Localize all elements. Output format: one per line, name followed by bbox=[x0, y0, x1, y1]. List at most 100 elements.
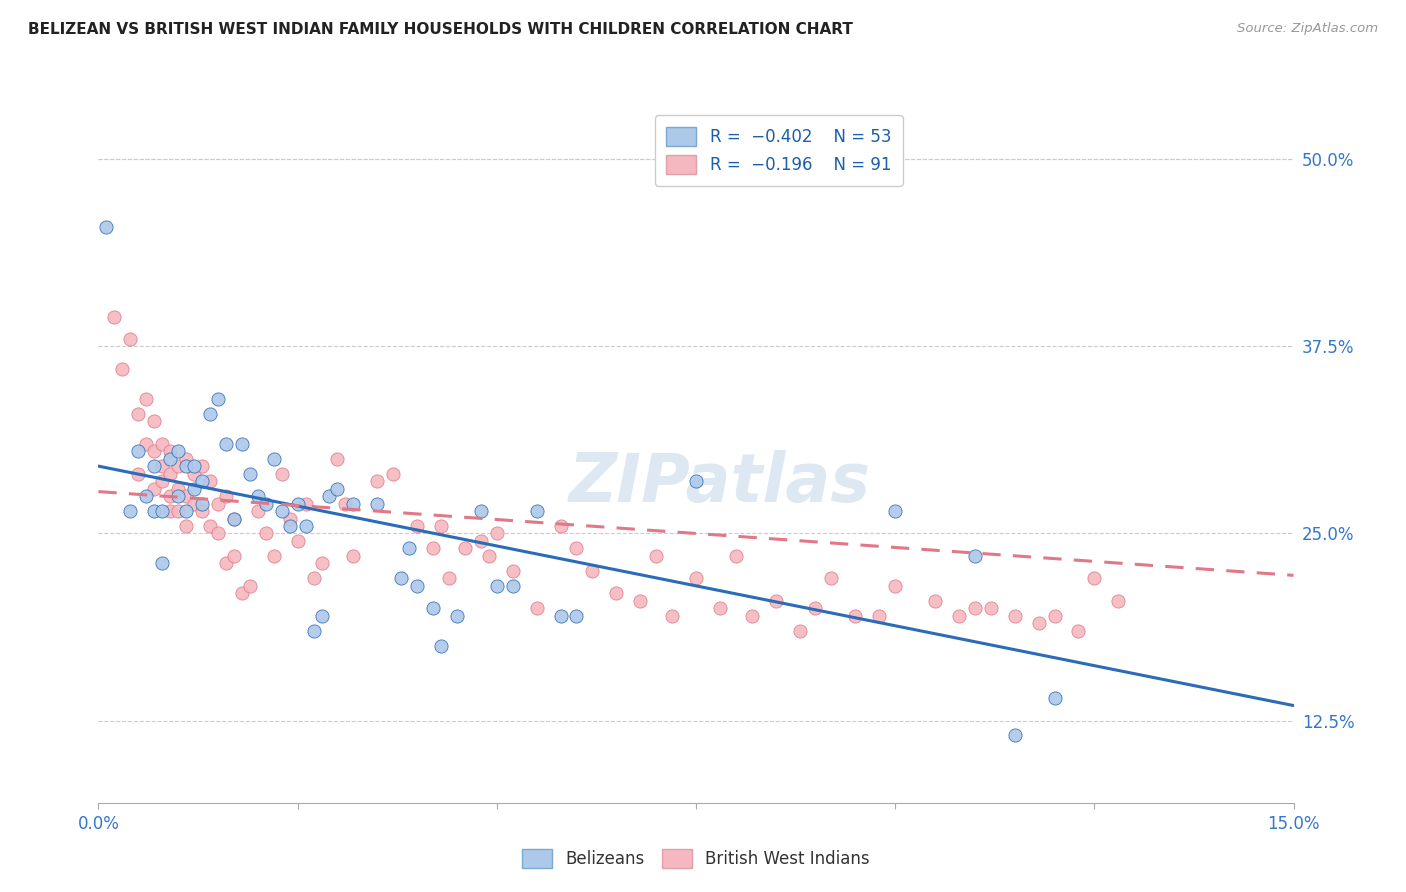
Point bbox=[318, 489, 340, 503]
Point bbox=[470, 533, 492, 548]
Point bbox=[685, 474, 707, 488]
Point bbox=[191, 474, 214, 488]
Point bbox=[167, 489, 190, 503]
Point bbox=[430, 519, 453, 533]
Point bbox=[485, 526, 508, 541]
Point bbox=[150, 557, 173, 571]
Point bbox=[159, 451, 181, 466]
Point bbox=[127, 467, 149, 481]
Point bbox=[884, 579, 907, 593]
Point bbox=[884, 504, 907, 518]
Point bbox=[437, 571, 460, 585]
Point bbox=[239, 467, 262, 481]
Point bbox=[628, 594, 651, 608]
Point bbox=[605, 586, 627, 600]
Point bbox=[174, 489, 197, 503]
Point bbox=[446, 608, 468, 623]
Point bbox=[963, 601, 986, 615]
Point bbox=[159, 504, 181, 518]
Point bbox=[207, 497, 229, 511]
Point bbox=[1043, 608, 1066, 623]
Point bbox=[406, 579, 429, 593]
Point bbox=[963, 549, 986, 563]
Point bbox=[183, 459, 205, 474]
Point bbox=[183, 482, 205, 496]
Point bbox=[342, 549, 364, 563]
Point bbox=[120, 504, 142, 518]
Point bbox=[430, 639, 453, 653]
Point bbox=[191, 459, 214, 474]
Point bbox=[661, 608, 683, 623]
Point bbox=[868, 608, 890, 623]
Point bbox=[1107, 594, 1129, 608]
Point bbox=[311, 557, 333, 571]
Point bbox=[127, 407, 149, 421]
Point bbox=[191, 504, 214, 518]
Point bbox=[239, 579, 262, 593]
Text: ZIPatlas: ZIPatlas bbox=[569, 450, 870, 516]
Point bbox=[709, 601, 731, 615]
Point bbox=[278, 519, 301, 533]
Point bbox=[159, 444, 181, 458]
Point bbox=[215, 489, 238, 503]
Point bbox=[980, 601, 1002, 615]
Point bbox=[366, 474, 388, 488]
Point bbox=[502, 564, 524, 578]
Point bbox=[820, 571, 842, 585]
Point bbox=[502, 579, 524, 593]
Point bbox=[924, 594, 946, 608]
Point bbox=[198, 407, 221, 421]
Point bbox=[478, 549, 501, 563]
Point bbox=[470, 504, 492, 518]
Point bbox=[804, 601, 827, 615]
Point bbox=[389, 571, 412, 585]
Point bbox=[335, 497, 357, 511]
Point bbox=[246, 504, 269, 518]
Point bbox=[231, 436, 253, 450]
Point bbox=[526, 504, 548, 518]
Point bbox=[174, 451, 197, 466]
Point bbox=[311, 608, 333, 623]
Text: BELIZEAN VS BRITISH WEST INDIAN FAMILY HOUSEHOLDS WITH CHILDREN CORRELATION CHAR: BELIZEAN VS BRITISH WEST INDIAN FAMILY H… bbox=[28, 22, 853, 37]
Point bbox=[183, 467, 205, 481]
Point bbox=[741, 608, 763, 623]
Point bbox=[143, 444, 166, 458]
Point bbox=[150, 474, 173, 488]
Point bbox=[150, 459, 173, 474]
Point bbox=[167, 444, 190, 458]
Point bbox=[789, 624, 811, 638]
Point bbox=[150, 504, 173, 518]
Point bbox=[294, 497, 316, 511]
Point bbox=[685, 571, 707, 585]
Point bbox=[270, 504, 292, 518]
Point bbox=[159, 467, 181, 481]
Point bbox=[207, 392, 229, 406]
Point bbox=[111, 362, 134, 376]
Point bbox=[406, 519, 429, 533]
Point bbox=[287, 533, 309, 548]
Point bbox=[231, 586, 253, 600]
Point bbox=[143, 414, 166, 428]
Point bbox=[183, 497, 205, 511]
Point bbox=[1028, 616, 1050, 631]
Point bbox=[143, 482, 166, 496]
Point bbox=[135, 489, 157, 503]
Point bbox=[198, 519, 221, 533]
Point bbox=[422, 541, 444, 556]
Point bbox=[254, 526, 277, 541]
Point bbox=[287, 497, 309, 511]
Point bbox=[96, 219, 118, 234]
Point bbox=[302, 571, 325, 585]
Point bbox=[174, 504, 197, 518]
Point bbox=[565, 608, 588, 623]
Point bbox=[174, 459, 197, 474]
Point bbox=[454, 541, 477, 556]
Point bbox=[263, 451, 285, 466]
Point bbox=[278, 511, 301, 525]
Point bbox=[135, 436, 157, 450]
Point bbox=[254, 497, 277, 511]
Point bbox=[485, 579, 508, 593]
Point bbox=[246, 489, 269, 503]
Point bbox=[1043, 691, 1066, 706]
Point bbox=[1004, 608, 1026, 623]
